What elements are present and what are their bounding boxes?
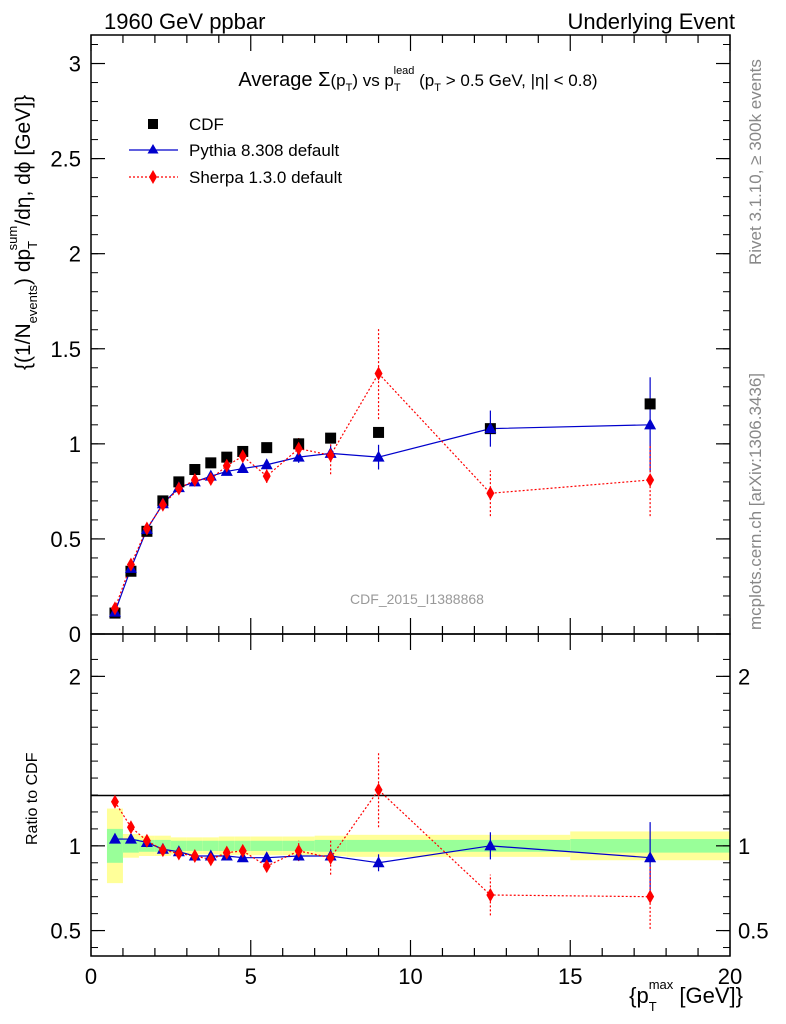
main-ytick-label: 1 xyxy=(69,432,81,457)
ratio-uncertainty-bands xyxy=(106,808,730,884)
sherpa-data-point xyxy=(374,782,383,797)
sherpa-data-point xyxy=(326,850,335,865)
pythia-data-point xyxy=(484,839,497,851)
sherpa-data-point xyxy=(142,521,151,536)
rivet-version-label: Rivet 3.1.10, ≥ 300k events xyxy=(746,59,765,265)
sherpa-data-point xyxy=(110,794,119,809)
ratio-band-green xyxy=(106,828,123,863)
sherpa-data-point xyxy=(126,820,135,835)
ratio-ytick-label-right: 0.5 xyxy=(738,919,769,944)
ratio-panel-marks xyxy=(108,752,657,929)
pythia-data-point xyxy=(260,458,273,470)
ratio-ytick-label: 0.5 xyxy=(50,919,81,944)
ratio-ytick-label-right: 2 xyxy=(738,664,750,689)
header-process-label: Underlying Event xyxy=(567,9,735,34)
main-ytick-label: 0.5 xyxy=(50,527,81,552)
main-ytick-label: 1.5 xyxy=(50,337,81,362)
sherpa-data-point xyxy=(486,486,495,501)
pythia-data-point xyxy=(484,422,497,434)
legend-sherpa-label: Sherpa 1.3.0 default xyxy=(189,168,342,187)
cdf-data-point xyxy=(189,464,201,476)
main-title: Average Σ(pT) vs pTlead (pT > 0.5 GeV, |… xyxy=(238,65,597,94)
sherpa-series-line xyxy=(114,372,651,609)
ratio-ytick-label: 2 xyxy=(69,664,81,689)
cdf-data-point xyxy=(373,426,385,438)
pythia-data-point xyxy=(236,462,249,474)
header-collider-label: 1960 GeV ppbar xyxy=(104,9,265,34)
pythia-series-line xyxy=(114,424,651,613)
x-tick-label: 15 xyxy=(558,964,582,989)
sherpa-data-point xyxy=(238,449,247,464)
sherpa-data-point xyxy=(294,843,303,858)
main-y-axis-label: {(1/Nevents) dpTsum/dη, dϕ [GeV]} xyxy=(5,95,40,370)
legend-cdf-label: CDF xyxy=(189,115,224,134)
sherpa-data-point xyxy=(190,849,199,864)
pythia-data-point xyxy=(292,450,305,462)
legend-cdf-marker xyxy=(148,119,158,129)
legend-pythia-marker xyxy=(147,144,159,154)
sherpa-data-point xyxy=(206,852,215,867)
ratio-panel-axes: 0.5 0.51 12 20 5 10 15 20 xyxy=(50,634,769,989)
pythia-data-point xyxy=(260,851,273,863)
main-ytick-label: 0 xyxy=(69,622,81,647)
x-axis-label: {pTmax [GeV]} xyxy=(629,977,743,1014)
legend-sherpa-marker xyxy=(149,170,157,184)
sherpa-data-point xyxy=(238,843,247,858)
ratio-band-green xyxy=(202,840,219,851)
main-panel-frame xyxy=(90,34,731,635)
pythia-data-point xyxy=(644,418,657,430)
sherpa-data-point xyxy=(374,366,383,381)
x-tick-label: 10 xyxy=(398,964,422,989)
pythia-data-point xyxy=(644,851,657,863)
sherpa-data-point xyxy=(486,887,495,902)
pythia-data-point xyxy=(124,832,137,844)
cdf-data-point xyxy=(261,442,273,454)
cdf-data-point xyxy=(325,432,337,444)
sherpa-data-point xyxy=(646,472,655,487)
analysis-watermark: CDF_2015_I1388868 xyxy=(350,591,484,607)
ratio-band-green xyxy=(250,840,283,851)
sherpa-data-point xyxy=(174,846,183,861)
main-panel-marks xyxy=(108,327,657,619)
ratio-ytick-label: 1 xyxy=(69,834,81,859)
sherpa-data-point xyxy=(262,469,271,484)
sherpa-data-point xyxy=(142,833,151,848)
cdf-data-point xyxy=(221,451,233,463)
x-tick-label: 5 xyxy=(245,964,257,989)
sherpa-data-point xyxy=(158,497,167,512)
ratio-ytick-label-right: 1 xyxy=(738,834,750,859)
legend-pythia-label: Pythia 8.308 default xyxy=(189,141,340,160)
main-ytick-label: 2 xyxy=(69,242,81,267)
sherpa-data-point xyxy=(126,557,135,572)
cdf-data-point xyxy=(644,398,656,410)
sherpa-data-point xyxy=(222,845,231,860)
sherpa-data-point xyxy=(174,481,183,496)
sherpa-data-point xyxy=(262,859,271,874)
legend: CDF Pythia 8.308 default Sherpa 1.3.0 de… xyxy=(129,115,342,187)
sherpa-data-point xyxy=(294,441,303,456)
mcplots-label: mcplots.cern.ch [arXiv:1306.3436] xyxy=(746,373,765,630)
main-ytick-label: 2.5 xyxy=(50,147,81,172)
main-ytick-label: 3 xyxy=(69,52,81,77)
pythia-data-point xyxy=(372,450,385,462)
ratio-band-green xyxy=(186,840,203,851)
sherpa-series-line xyxy=(114,789,651,898)
pythia-data-point xyxy=(372,856,385,868)
sherpa-data-point xyxy=(222,458,231,473)
ratio-y-axis-label: Ratio to CDF xyxy=(24,752,41,845)
sherpa-data-point xyxy=(158,843,167,858)
sherpa-data-point xyxy=(326,448,335,463)
sherpa-data-point xyxy=(110,601,119,616)
sherpa-data-point xyxy=(190,472,199,487)
sherpa-data-point xyxy=(646,889,655,904)
cdf-data-point xyxy=(205,457,217,469)
pythia-data-point xyxy=(108,832,121,844)
sherpa-data-point xyxy=(206,472,215,487)
x-tick-label: 0 xyxy=(85,964,97,989)
main-panel-axes: 0 0.5 1 1.5 2 2.5 3 xyxy=(50,35,731,647)
x-tick-label: 20 xyxy=(718,964,742,989)
ratio-band-green xyxy=(346,839,411,852)
